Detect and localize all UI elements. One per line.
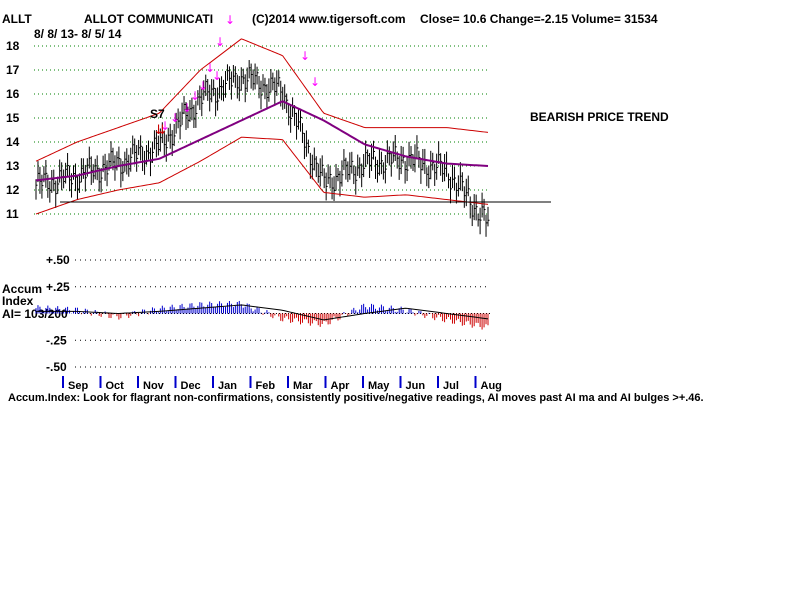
upper-band [35,38,489,162]
month-label: Dec [181,380,201,392]
footnote: Accum.Index: Look for flagrant non-confi… [8,392,704,404]
ai-y-tick-label: +.50 [46,253,70,267]
month-label: Oct [106,380,125,392]
bands [35,38,489,215]
y-tick-label: 15 [6,111,20,125]
ticker-symbol: ALLT [2,12,32,26]
price-bars [35,60,490,237]
accum-index-ma [36,304,489,321]
price-y-axis: 18 17 16 15 14 13 12 11 [6,39,20,221]
y-tick-label: 12 [6,183,20,197]
y-tick-label: 17 [6,63,20,77]
ai-y-tick-label: +.25 [46,280,70,294]
down-arrow-icon: ↓ [198,79,208,93]
down-arrow-icon: ↓ [300,49,310,63]
price-grid [34,45,490,215]
ai-y-tick-label: -.25 [46,333,67,347]
down-arrow-icon: ↓ [205,61,215,75]
accum-index-title-line1: Accum [2,282,43,296]
month-label: Nov [143,380,165,392]
sell-signal-label: S7 [150,107,165,121]
x-axis: Sep Oct Nov Dec Jan Feb Mar Apr May Jun Jul Aug [62,376,502,392]
accum-index-title: Accum Index [2,283,42,307]
copyright-text: (C)2014 www.tigersoft.com [252,12,406,26]
trend-label: BEARISH PRICE TREND [530,110,669,124]
month-label: Feb [256,380,276,392]
month-label: Jun [406,380,426,392]
y-tick-label: 14 [6,135,20,149]
signal-arrows: ↓↓↓↓↓↓↓↓↓↓↓⇊ [155,13,320,138]
down-arrow-icon: ↓ [190,89,200,103]
y-tick-label: 13 [6,159,20,173]
quote-summary: Close= 10.6 Change=-2.15 Volume= 31534 [420,12,658,26]
sell-arrow-icon: ⇊ [155,123,166,138]
moving-average [35,100,489,182]
month-label: Jul [443,380,459,392]
y-tick-label: 18 [6,39,20,53]
ai-ma-line [36,304,489,321]
month-label: Jan [218,380,237,392]
y-tick-label: 16 [6,87,20,101]
company-name: ALLOT COMMUNICATI [84,12,214,26]
down-arrow-icon: ↓ [215,35,225,49]
down-arrow-icon: ↓ [170,111,180,125]
y-tick-label: 11 [6,207,19,221]
accum-index-value: AI= 103/200 [2,307,68,321]
down-arrow-icon: ↓ [225,13,235,27]
month-label: Aug [481,380,502,392]
down-arrow-icon: ↓ [182,101,192,115]
date-range: 8/ 8/ 13- 8/ 5/ 14 [34,27,122,41]
ai-y-tick-label: -.50 [46,360,67,374]
moving-average-line [35,100,489,182]
down-arrow-icon: ↓ [212,69,222,83]
down-arrow-icon: ↓ [160,119,170,133]
month-label: May [368,380,390,392]
month-label: Mar [293,380,313,392]
down-arrow-icon: ↓ [310,75,320,89]
month-label: Apr [331,380,351,392]
ai-y-axis: +.50 +.25 -.25 -.50 [46,253,70,374]
accum-index-bars [35,300,489,330]
accum-index-title-line2: Index [2,294,34,308]
month-label: Sep [68,380,88,392]
lower-band [35,136,489,215]
